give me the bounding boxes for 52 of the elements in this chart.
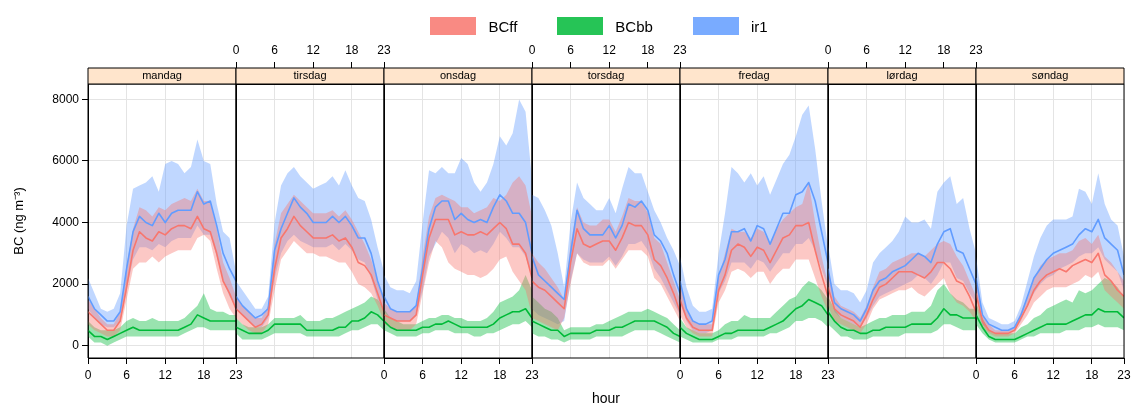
chart-title: mandag xyxy=(142,69,182,82)
x-tick-label: 18 xyxy=(1085,367,1099,382)
x-tick-label: 0 xyxy=(676,367,684,382)
y-tick-label: 8000 xyxy=(52,91,80,106)
x-tick-label: 0 xyxy=(528,43,536,58)
x-tick-label: 18 xyxy=(937,43,951,58)
x-tick-label: 18 xyxy=(641,43,655,58)
y-tick-label: 4000 xyxy=(52,214,80,229)
y-tick-label: 0 xyxy=(72,338,80,352)
x-tick-label: 12 xyxy=(454,367,469,382)
chart-title: lørdag xyxy=(886,69,918,82)
x-tick-label: 18 xyxy=(197,367,211,382)
x-tick-label: 23 xyxy=(525,367,539,382)
y-tick-label: 2000 xyxy=(52,276,80,291)
x-tick-label: 12 xyxy=(750,367,765,382)
x-tick-label: 12 xyxy=(306,43,321,58)
x-tick-label: 18 xyxy=(345,43,359,58)
y-axis-title: BC (ng m⁻³) xyxy=(11,187,27,255)
x-tick-label: 23 xyxy=(377,43,391,58)
x-tick-label: 0 xyxy=(824,43,832,58)
x-tick-label: 0 xyxy=(972,367,980,382)
x-tick-label: 23 xyxy=(821,367,835,382)
x-tick-label: 12 xyxy=(602,43,617,58)
x-tick-label: 18 xyxy=(789,367,803,382)
x-tick-label: 23 xyxy=(1117,367,1131,382)
legend-label: BCbb xyxy=(615,17,653,35)
legend-label: BCff xyxy=(488,17,518,35)
x-axis-title: hour xyxy=(591,389,621,406)
x-tick-label: 12 xyxy=(898,43,913,58)
chart-title: tirsdag xyxy=(293,69,327,82)
x-tick-label: 0 xyxy=(84,367,92,382)
chart-title: onsdag xyxy=(439,69,477,82)
x-tick-label: 18 xyxy=(493,367,507,382)
x-tick-label: 6 xyxy=(863,43,871,58)
x-tick-label: 6 xyxy=(715,367,723,382)
x-tick-label: 12 xyxy=(158,367,173,382)
x-tick-label: 0 xyxy=(380,367,388,382)
x-tick-label: 23 xyxy=(229,367,243,382)
x-tick-label: 6 xyxy=(1011,367,1019,382)
x-tick-label: 6 xyxy=(271,43,279,58)
x-tick-label: 6 xyxy=(567,43,575,58)
chart-title: torsdag xyxy=(587,69,625,82)
x-tick-label: 23 xyxy=(673,43,687,58)
chart-title: søndag xyxy=(1031,69,1069,82)
x-tick-label: 12 xyxy=(1046,367,1061,382)
x-tick-label: 6 xyxy=(123,367,131,382)
x-tick-label: 6 xyxy=(419,367,427,382)
legend-label: ir1 xyxy=(750,17,768,35)
y-tick-label: 6000 xyxy=(52,153,80,168)
x-tick-label: 0 xyxy=(232,43,240,58)
chart-title: fredag xyxy=(738,69,770,82)
x-tick-label: 23 xyxy=(969,43,983,58)
